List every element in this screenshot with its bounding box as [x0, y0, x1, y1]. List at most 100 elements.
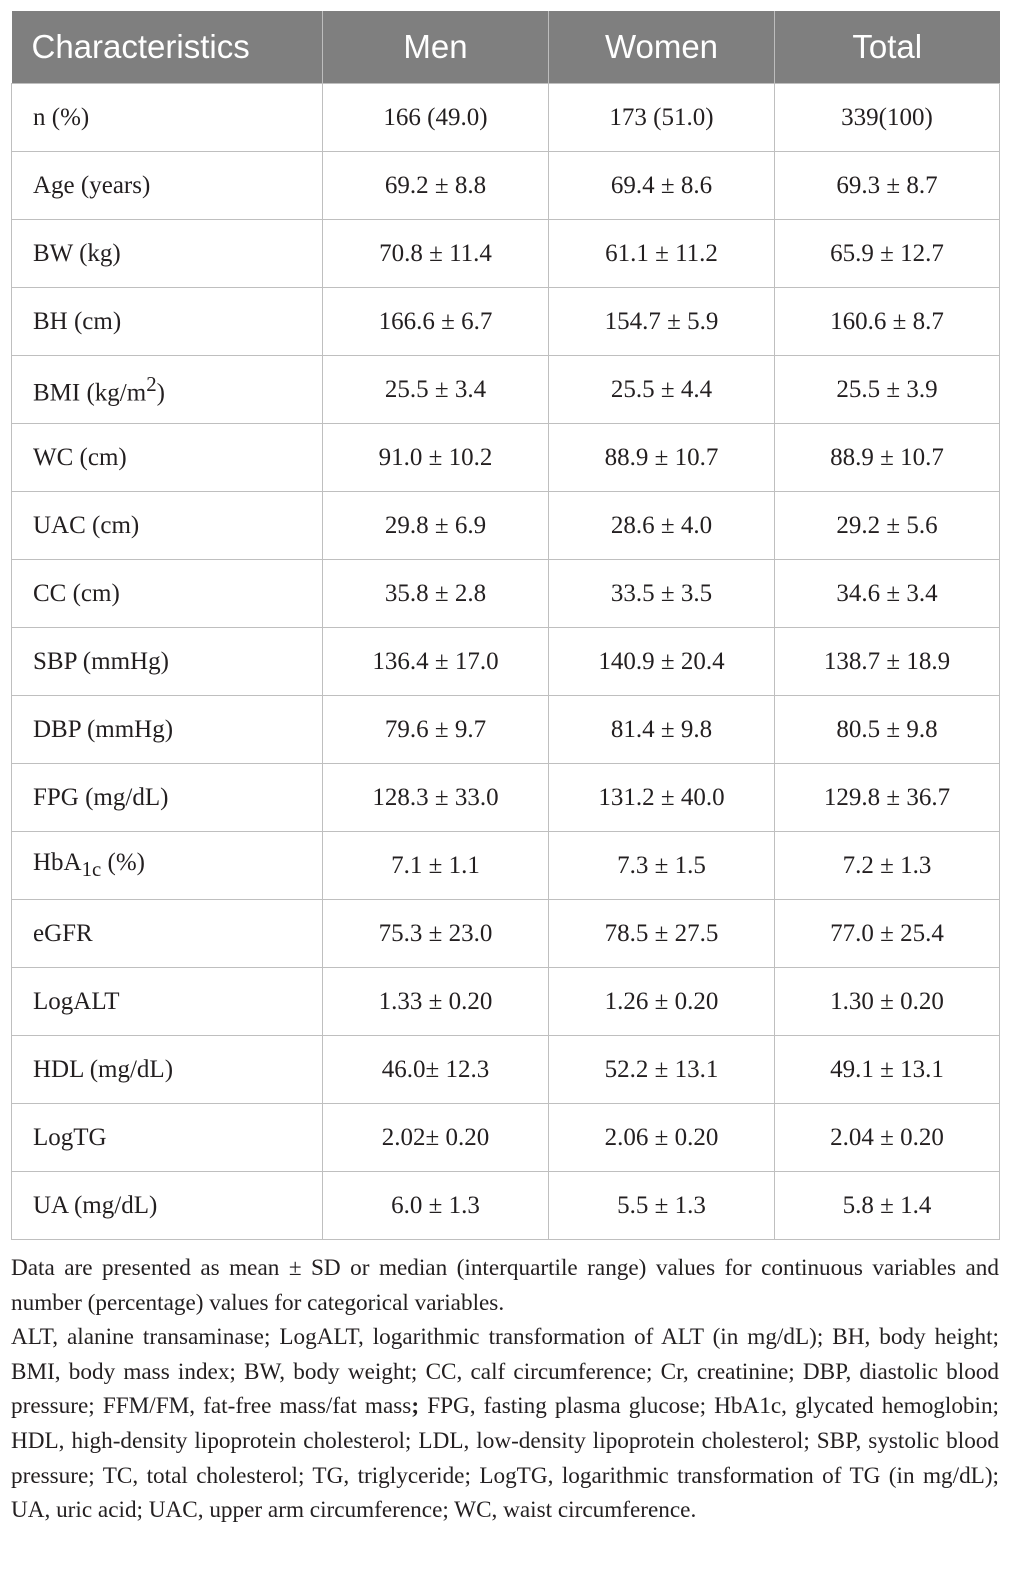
cell-men: 70.8 ± 11.4: [322, 219, 549, 288]
label-superscript: 2: [146, 371, 157, 396]
label-text: HbA: [33, 849, 82, 876]
row-label: BMI (kg/m2): [11, 355, 323, 424]
label-text-end: ): [156, 379, 165, 407]
row-label: Age (years): [11, 151, 323, 220]
table-row: BMI (kg/m2) 25.5 ± 3.4 25.5 ± 4.4 25.5 ±…: [11, 355, 1000, 424]
row-label: LogTG: [11, 1103, 323, 1172]
row-label: UAC (cm): [11, 491, 323, 560]
cell-total: 1.30 ± 0.20: [774, 967, 1000, 1036]
cell-men: 69.2 ± 8.8: [322, 151, 549, 220]
cell-total: 88.9 ± 10.7: [774, 423, 1000, 492]
cell-men: 166 (49.0): [322, 83, 549, 152]
cell-total: 34.6 ± 3.4: [774, 559, 1000, 628]
header-men: Men: [322, 11, 549, 84]
table-row: n (%) 166 (49.0) 173 (51.0) 339(100): [11, 83, 1000, 152]
table-row: LogTG 2.02± 0.20 2.06 ± 0.20 2.04 ± 0.20: [11, 1103, 1000, 1172]
cell-total: 7.2 ± 1.3: [774, 831, 1000, 900]
row-label: BH (cm): [11, 287, 323, 356]
cell-total: 339(100): [774, 83, 1000, 152]
table-row: HDL (mg/dL) 46.0± 12.3 52.2 ± 13.1 49.1 …: [11, 1035, 1000, 1104]
cell-men: 7.1 ± 1.1: [322, 831, 549, 900]
cell-total: 5.8 ± 1.4: [774, 1171, 1000, 1240]
cell-men: 75.3 ± 23.0: [322, 899, 549, 968]
table-row: UA (mg/dL) 6.0 ± 1.3 5.5 ± 1.3 5.8 ± 1.4: [11, 1171, 1000, 1240]
cell-total: 138.7 ± 18.9: [774, 627, 1000, 696]
cell-women: 52.2 ± 13.1: [548, 1035, 775, 1104]
cell-women: 25.5 ± 4.4: [548, 355, 775, 424]
cell-total: 65.9 ± 12.7: [774, 219, 1000, 288]
cell-women: 154.7 ± 5.9: [548, 287, 775, 356]
row-label: DBP (mmHg): [11, 695, 323, 764]
cell-men: 6.0 ± 1.3: [322, 1171, 549, 1240]
table-row: SBP (mmHg) 136.4 ± 17.0 140.9 ± 20.4 138…: [11, 627, 1000, 696]
row-label: CC (cm): [11, 559, 323, 628]
cell-men: 25.5 ± 3.4: [322, 355, 549, 424]
table-header: Characteristics Men Women Total: [11, 11, 1000, 84]
row-label: HDL (mg/dL): [11, 1035, 323, 1104]
cell-women: 28.6 ± 4.0: [548, 491, 775, 560]
cell-total: 69.3 ± 8.7: [774, 151, 1000, 220]
table-row: BH (cm) 166.6 ± 6.7 154.7 ± 5.9 160.6 ± …: [11, 287, 1000, 356]
cell-women: 78.5 ± 27.5: [548, 899, 775, 968]
cell-men: 35.8 ± 2.8: [322, 559, 549, 628]
header-women: Women: [548, 11, 775, 84]
abbreviations-text-continued: FPG, fasting plasma glucose; HbA1c, glyc…: [11, 1393, 999, 1524]
row-label: FPG (mg/dL): [11, 763, 323, 832]
cell-total: 77.0 ± 25.4: [774, 899, 1000, 968]
cell-women: 140.9 ± 20.4: [548, 627, 775, 696]
cell-total: 25.5 ± 3.9: [774, 355, 1000, 424]
cell-men: 46.0± 12.3: [322, 1035, 549, 1104]
label-text: BMI (kg/m: [33, 379, 147, 407]
cell-men: 128.3 ± 33.0: [322, 763, 549, 832]
abbreviations-semicolon: ;: [411, 1393, 420, 1420]
cell-total: 2.04 ± 0.20: [774, 1103, 1000, 1172]
table-row: DBP (mmHg) 79.6 ± 9.7 81.4 ± 9.8 80.5 ± …: [11, 695, 1000, 764]
table-row: Age (years) 69.2 ± 8.8 69.4 ± 8.6 69.3 ±…: [11, 151, 1000, 220]
table-body: n (%) 166 (49.0) 173 (51.0) 339(100) Age…: [11, 83, 1000, 1240]
header-characteristics: Characteristics: [11, 11, 323, 84]
table-footnotes: Data are presented as mean ± SD or media…: [11, 1251, 999, 1528]
cell-total: 129.8 ± 36.7: [774, 763, 1000, 832]
table-row: BW (kg) 70.8 ± 11.4 61.1 ± 11.2 65.9 ± 1…: [11, 219, 1000, 288]
cell-men: 2.02± 0.20: [322, 1103, 549, 1172]
table-row: HbA1c (%) 7.1 ± 1.1 7.3 ± 1.5 7.2 ± 1.3: [11, 831, 1000, 900]
cell-women: 131.2 ± 40.0: [548, 763, 775, 832]
table-row: LogALT 1.33 ± 0.20 1.26 ± 0.20 1.30 ± 0.…: [11, 967, 1000, 1036]
cell-men: 29.8 ± 6.9: [322, 491, 549, 560]
cell-women: 61.1 ± 11.2: [548, 219, 775, 288]
cell-total: 160.6 ± 8.7: [774, 287, 1000, 356]
row-label: n (%): [11, 83, 323, 152]
cell-women: 2.06 ± 0.20: [548, 1103, 775, 1172]
row-label: SBP (mmHg): [11, 627, 323, 696]
cell-women: 88.9 ± 10.7: [548, 423, 775, 492]
cell-total: 29.2 ± 5.6: [774, 491, 1000, 560]
cell-men: 136.4 ± 17.0: [322, 627, 549, 696]
label-subscript: 1c: [81, 857, 102, 881]
abbreviations-note: ALT, alanine transaminase; LogALT, logar…: [11, 1320, 999, 1528]
cell-women: 33.5 ± 3.5: [548, 559, 775, 628]
cell-women: 5.5 ± 1.3: [548, 1171, 775, 1240]
row-label: BW (kg): [11, 219, 323, 288]
table-row: CC (cm) 35.8 ± 2.8 33.5 ± 3.5 34.6 ± 3.4: [11, 559, 1000, 628]
characteristics-table: Characteristics Men Women Total n (%) 16…: [11, 11, 1000, 1240]
header-row: Characteristics Men Women Total: [11, 11, 1000, 84]
cell-men: 91.0 ± 10.2: [322, 423, 549, 492]
row-label: WC (cm): [11, 423, 323, 492]
table-row: eGFR 75.3 ± 23.0 78.5 ± 27.5 77.0 ± 25.4: [11, 899, 1000, 968]
abbreviations-text: ALT, alanine transaminase; LogALT, logar…: [11, 1324, 999, 1420]
cell-women: 7.3 ± 1.5: [548, 831, 775, 900]
data-presentation-note: Data are presented as mean ± SD or media…: [11, 1255, 999, 1316]
table-row: FPG (mg/dL) 128.3 ± 33.0 131.2 ± 40.0 12…: [11, 763, 1000, 832]
row-label: UA (mg/dL): [11, 1171, 323, 1240]
characteristics-table-container: Characteristics Men Women Total n (%) 16…: [11, 11, 1000, 1240]
table-row: WC (cm) 91.0 ± 10.2 88.9 ± 10.7 88.9 ± 1…: [11, 423, 1000, 492]
cell-women: 1.26 ± 0.20: [548, 967, 775, 1036]
cell-total: 49.1 ± 13.1: [774, 1035, 1000, 1104]
cell-men: 166.6 ± 6.7: [322, 287, 549, 356]
cell-men: 79.6 ± 9.7: [322, 695, 549, 764]
row-label: eGFR: [11, 899, 323, 968]
cell-total: 80.5 ± 9.8: [774, 695, 1000, 764]
row-label: LogALT: [11, 967, 323, 1036]
cell-men: 1.33 ± 0.20: [322, 967, 549, 1036]
row-label: HbA1c (%): [11, 831, 323, 900]
